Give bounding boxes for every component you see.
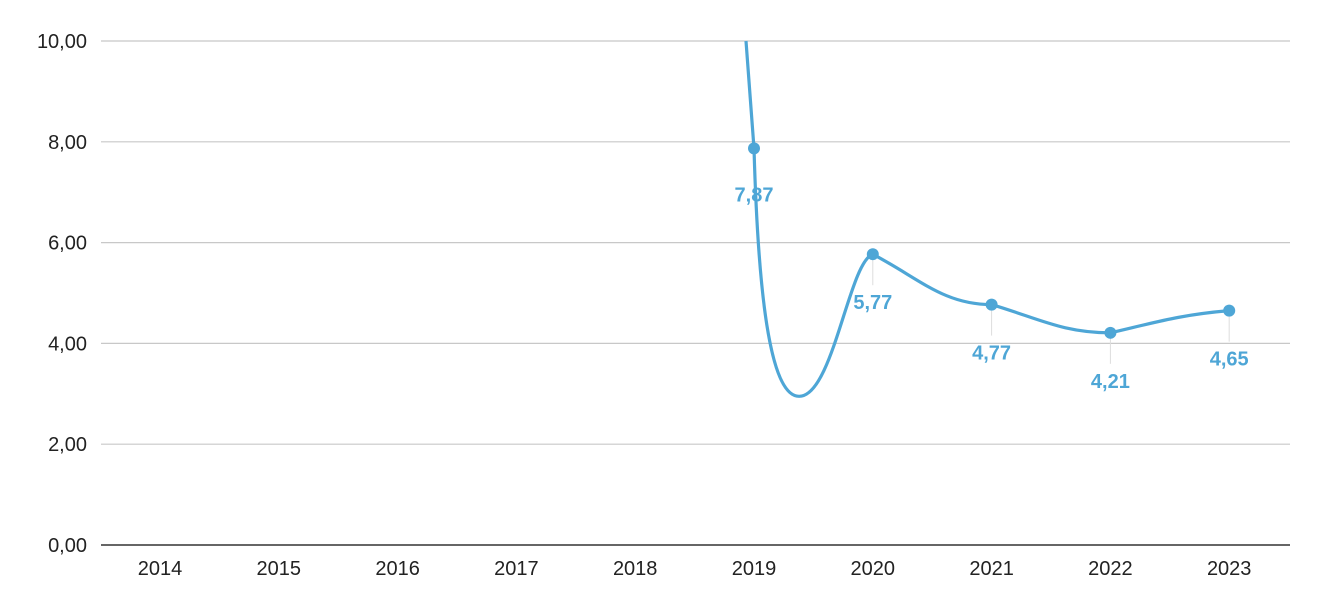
y-axis: 0,00 2,00 4,00 6,00 8,00 10,00 <box>37 31 87 557</box>
label-leaders <box>872 260 1230 364</box>
x-tick-label: 2020 <box>851 558 896 580</box>
y-tick-label: 2,00 <box>48 434 87 456</box>
x-tick-label: 2014 <box>138 558 183 580</box>
data-point <box>1104 326 1117 339</box>
x-tick-label: 2019 <box>732 558 777 580</box>
x-tick-label: 2023 <box>1207 558 1252 580</box>
x-tick-label: 2017 <box>494 558 539 580</box>
x-tick-label: 2016 <box>375 558 420 580</box>
y-tick-label: 4,00 <box>48 333 87 355</box>
x-tick-label: 2015 <box>257 558 302 580</box>
y-tick-label: 6,00 <box>48 233 87 255</box>
data-point <box>985 298 998 311</box>
x-tick-label: 2021 <box>969 558 1014 580</box>
data-label: 4,65 <box>1210 349 1249 371</box>
data-label: 4,77 <box>972 343 1011 365</box>
y-tick-label: 10,00 <box>37 31 87 53</box>
x-axis: 2014 2015 2016 2017 2018 2019 2020 2021 2022 2023 <box>101 544 1290 580</box>
data-point <box>1223 304 1236 317</box>
data-point <box>866 248 879 261</box>
data-label: 4,21 <box>1091 371 1130 393</box>
data-point <box>748 142 760 155</box>
x-tick-label: 2022 <box>1088 558 1133 580</box>
data-labels: 7,87 5,77 4,77 4,21 4,65 <box>735 184 1249 392</box>
gridlines <box>101 40 1290 445</box>
x-tick-label: 2018 <box>613 558 658 580</box>
data-label: 7,87 <box>735 184 774 206</box>
y-tick-label: 8,00 <box>48 132 87 154</box>
y-tick-label: 0,00 <box>48 535 87 557</box>
data-label: 5,77 <box>853 292 892 314</box>
series <box>744 40 1236 398</box>
